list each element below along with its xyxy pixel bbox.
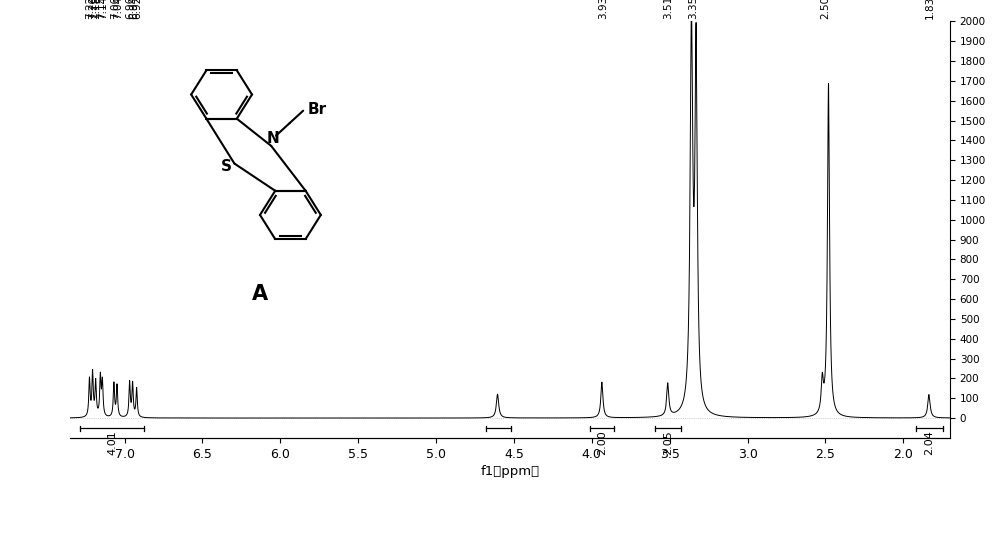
Text: 3.51: 3.51 — [663, 0, 673, 19]
Text: A: A — [252, 284, 268, 304]
Text: 7.15: 7.15 — [96, 0, 106, 19]
Text: 7.14: 7.14 — [98, 0, 108, 19]
Text: 3.93: 3.93 — [598, 0, 608, 19]
Text: 7.04: 7.04 — [113, 0, 123, 19]
X-axis label: f1（ppm）: f1（ppm） — [480, 465, 540, 478]
Text: 7.22: 7.22 — [85, 0, 95, 19]
Text: 6.92: 6.92 — [132, 0, 142, 19]
Text: 2.05: 2.05 — [663, 430, 673, 455]
Text: 7.20: 7.20 — [88, 0, 98, 19]
Text: 3.35: 3.35 — [688, 0, 698, 19]
Text: S: S — [221, 159, 232, 174]
Text: Br: Br — [308, 101, 327, 117]
Text: 2.00: 2.00 — [597, 430, 607, 455]
Text: 1.83: 1.83 — [925, 0, 935, 19]
Text: 2.50: 2.50 — [820, 0, 830, 19]
Text: 6.94: 6.94 — [129, 0, 139, 19]
Text: 4.01: 4.01 — [107, 430, 117, 455]
Text: 6.96: 6.96 — [126, 0, 136, 19]
Text: N: N — [266, 131, 279, 146]
Text: 2.04: 2.04 — [924, 430, 934, 455]
Text: 7.18: 7.18 — [91, 0, 101, 19]
Text: 7.06: 7.06 — [110, 0, 120, 19]
